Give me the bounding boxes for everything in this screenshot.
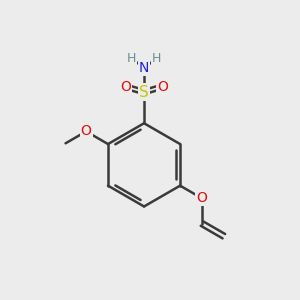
Text: H: H: [152, 52, 161, 65]
Text: O: O: [157, 80, 168, 94]
Text: O: O: [81, 124, 92, 138]
Text: N: N: [139, 61, 149, 75]
Text: O: O: [120, 80, 131, 94]
Text: H: H: [127, 52, 136, 65]
Text: S: S: [139, 85, 149, 100]
Text: O: O: [196, 191, 207, 205]
